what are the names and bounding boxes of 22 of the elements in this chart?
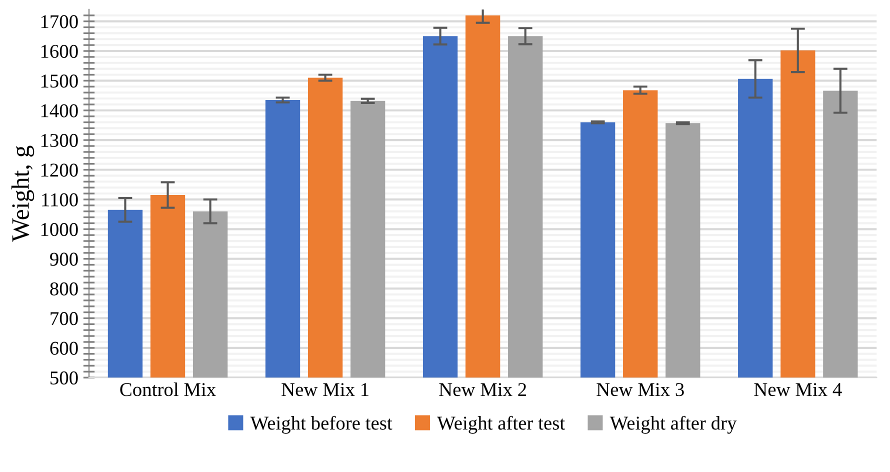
y-tick-label: 1500 bbox=[41, 74, 78, 88]
y-axis-title: Weight, g bbox=[11, 146, 34, 242]
y-tick-label: 1100 bbox=[42, 193, 78, 206]
y-tick-label: 1000 bbox=[41, 222, 78, 236]
y-tick-label: 1700 bbox=[41, 15, 78, 28]
y-tick-label: 1200 bbox=[41, 164, 78, 177]
x-tick-label: New Mix 2 bbox=[439, 383, 526, 396]
y-tick-label: 600 bbox=[50, 342, 78, 355]
x-tick-label: New Mix 1 bbox=[282, 383, 368, 396]
y-tick-label: 700 bbox=[50, 312, 78, 326]
x-tick-label: New Mix 3 bbox=[596, 383, 684, 396]
legend-label: Weight before test bbox=[250, 416, 392, 434]
y-tick-label: 1300 bbox=[41, 134, 78, 148]
x-tick-label: New Mix 4 bbox=[754, 383, 842, 396]
legend-label: Weight after test bbox=[437, 416, 565, 434]
y-tick-label: 800 bbox=[50, 282, 78, 296]
y-tick-label: 1600 bbox=[41, 44, 78, 58]
y-tick-label: 900 bbox=[50, 252, 78, 266]
y-tick-label: 1400 bbox=[41, 104, 78, 118]
legend-label: Weight after dry bbox=[610, 416, 737, 434]
y-tick-label: 500 bbox=[50, 371, 78, 385]
x-tick-label: Control Mix bbox=[120, 382, 216, 396]
